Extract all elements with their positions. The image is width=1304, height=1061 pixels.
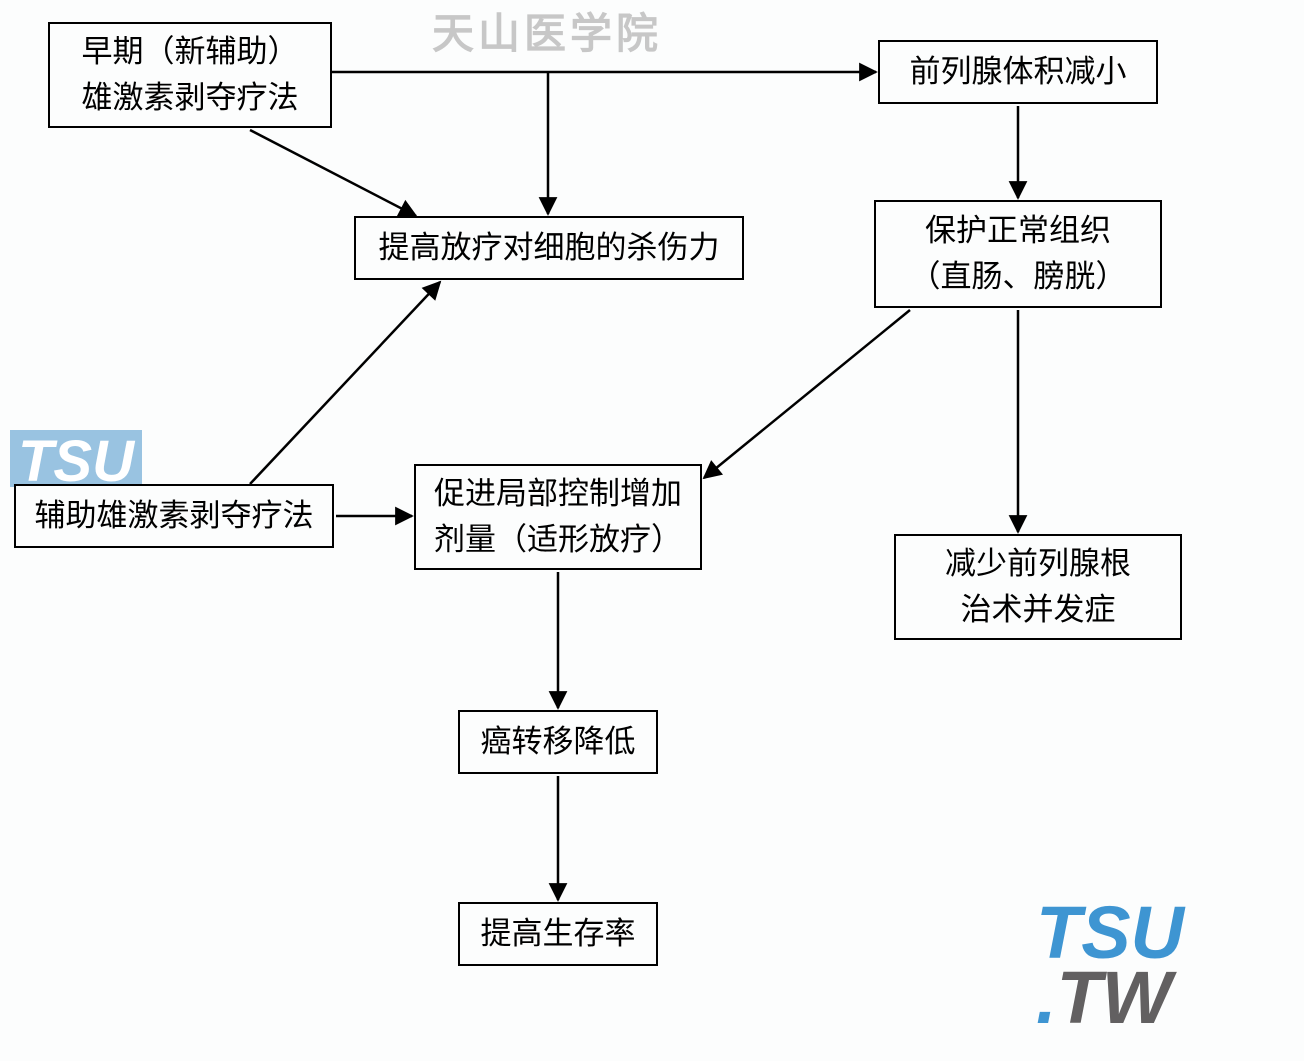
- node-label: 辅助雄激素剥夺疗法: [35, 493, 314, 540]
- edge: [250, 282, 440, 484]
- node-label: 早期（新辅助）: [82, 29, 299, 76]
- wm-main-dot: .: [1036, 965, 1057, 1030]
- edge: [704, 310, 910, 478]
- node-label: 促进局部控制增加: [434, 471, 682, 518]
- watermark-top-text: 天山医学院: [432, 0, 662, 61]
- node-label: 保护正常组织: [910, 208, 1127, 255]
- node-label: 提高放疗对细胞的杀伤力: [379, 225, 720, 272]
- flow-node-n5: 辅助雄激素剥夺疗法: [14, 484, 334, 548]
- diagram-container: TSU ..TW 天山医学院 早期（新辅助）雄激素剥夺疗法前列腺体积减小提高放疗…: [0, 0, 1304, 1061]
- flow-node-n3: 提高放疗对细胞的杀伤力: [354, 216, 744, 280]
- flow-node-n4: 保护正常组织（直肠、膀胱）: [874, 200, 1162, 308]
- wm-main-tw: TW: [1057, 956, 1172, 1039]
- node-label: 提高生存率: [481, 911, 636, 958]
- node-label: 雄激素剥夺疗法: [82, 75, 299, 122]
- node-label: 减少前列腺根: [945, 541, 1131, 588]
- flow-node-n8: 癌转移降低: [458, 710, 658, 774]
- flow-node-n2: 前列腺体积减小: [878, 40, 1158, 104]
- edge: [250, 130, 416, 216]
- node-label: 癌转移降低: [481, 719, 636, 766]
- flow-node-n6: 促进局部控制增加剂量（适形放疗）: [414, 464, 702, 570]
- flow-node-n1: 早期（新辅助）雄激素剥夺疗法: [48, 22, 332, 128]
- watermark-logo-main: TSU .TW: [1036, 900, 1184, 1030]
- node-label: （直肠、膀胱）: [910, 254, 1127, 301]
- flow-node-n9: 提高生存率: [458, 902, 658, 966]
- node-label: 剂量（适形放疗）: [434, 517, 682, 564]
- node-label: 治术并发症: [945, 587, 1131, 634]
- flow-node-n7: 减少前列腺根治术并发症: [894, 534, 1182, 640]
- node-label: 前列腺体积减小: [910, 49, 1127, 96]
